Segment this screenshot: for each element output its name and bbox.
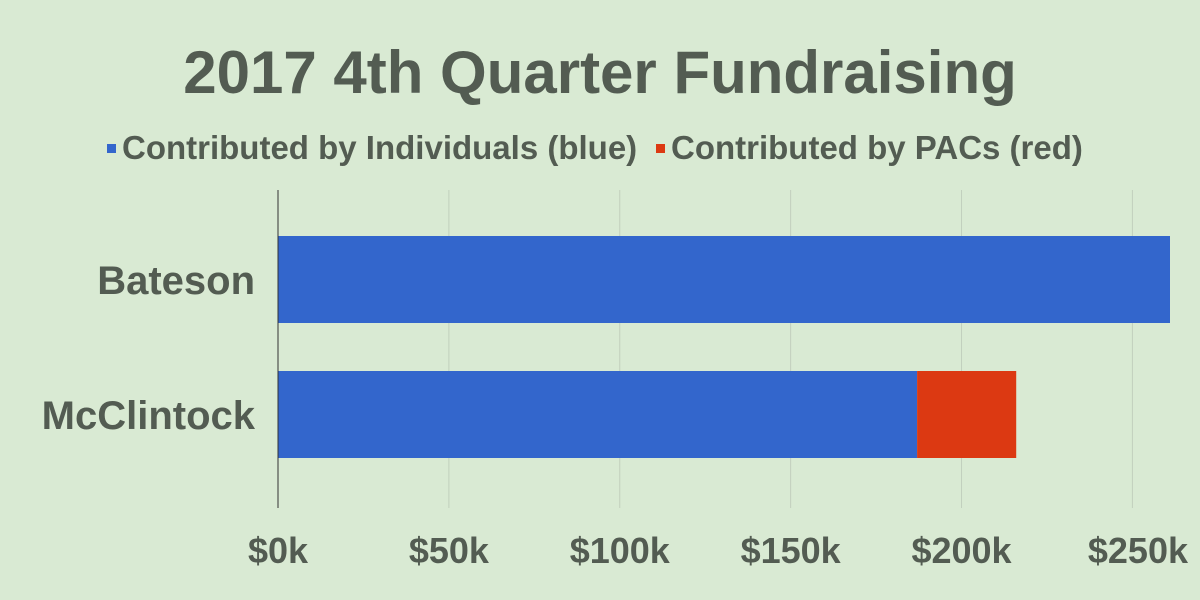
legend-swatch-pacs — [656, 144, 665, 153]
category-label-mcclintock: McClintock — [42, 394, 256, 438]
legend-label-individuals: Contributed by Individuals (blue) — [122, 129, 637, 166]
x-tick-label-2: $100k — [570, 530, 671, 571]
x-tick-label-3: $150k — [741, 530, 842, 571]
chart-title: 2017 4th Quarter Fundraising — [183, 39, 1017, 106]
category-label-bateson: Bateson — [97, 259, 255, 303]
legend: Contributed by Individuals (blue) Contri… — [107, 129, 1083, 166]
legend-label-pacs: Contributed by PACs (red) — [671, 129, 1083, 166]
x-axis-tick-labels: $0k $50k $100k $150k $200k $250k — [248, 530, 1189, 571]
legend-swatch-individuals — [107, 144, 116, 153]
x-tick-label-4: $200k — [911, 530, 1012, 571]
bar-bateson-series-0 — [278, 236, 1170, 323]
bar-mcclintock-series-1 — [917, 371, 1017, 458]
x-tick-label-0: $0k — [248, 530, 309, 571]
x-tick-label-1: $50k — [409, 530, 490, 571]
category-labels: Bateson McClintock — [42, 259, 256, 438]
bar-mcclintock-series-0 — [278, 371, 918, 458]
bars — [278, 236, 1170, 458]
x-tick-label-5: $250k — [1088, 530, 1189, 571]
